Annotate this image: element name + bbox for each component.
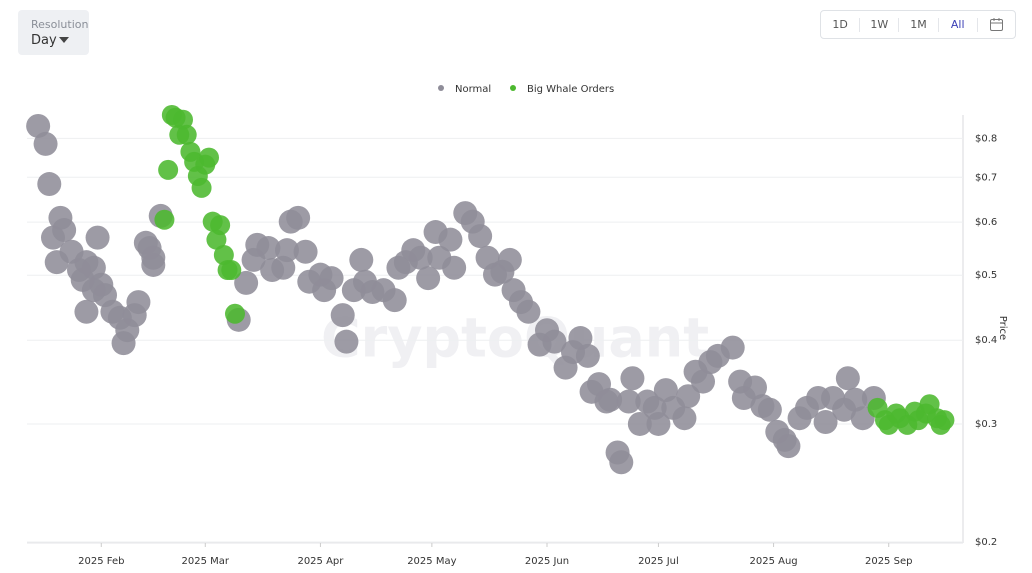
data-point — [52, 218, 77, 243]
data-point — [468, 224, 493, 249]
data-point — [349, 247, 374, 272]
data-point — [620, 366, 645, 391]
data-point — [37, 172, 62, 197]
data-point — [813, 410, 838, 435]
data-point — [286, 205, 311, 230]
x-tick-label: 2025 Aug — [749, 556, 797, 567]
range-button[interactable]: 1D — [821, 17, 861, 32]
data-point — [334, 329, 359, 354]
data-point — [154, 209, 175, 230]
data-point — [616, 389, 641, 414]
data-point — [516, 299, 541, 324]
data-point — [691, 369, 715, 394]
data-point — [234, 270, 259, 295]
y-tick-label: $0.6 — [975, 217, 997, 228]
data-point — [33, 131, 58, 156]
data-point — [319, 266, 344, 291]
data-point — [542, 329, 567, 354]
resolution-select[interactable]: Resolution Day — [18, 10, 89, 55]
data-point — [158, 159, 179, 180]
data-point — [382, 288, 407, 313]
data-point — [672, 406, 697, 431]
calendar-button[interactable] — [978, 18, 1015, 31]
data-point — [206, 229, 227, 250]
data-point — [416, 266, 441, 291]
data-point — [843, 387, 868, 412]
legend-marker — [438, 85, 444, 91]
data-point — [74, 299, 99, 324]
y-tick-label: $0.4 — [975, 335, 997, 346]
data-point — [598, 387, 623, 412]
x-tick-label: 2025 May — [407, 556, 456, 567]
legend-label: Big Whale Orders — [527, 84, 614, 95]
calendar-icon — [989, 18, 1003, 31]
data-point — [126, 290, 151, 315]
data-point — [111, 331, 136, 356]
y-tick-label: $0.5 — [975, 270, 997, 281]
data-point — [676, 384, 701, 409]
data-point — [293, 239, 318, 264]
resolution-value: Day — [31, 33, 57, 48]
data-point — [141, 252, 166, 277]
data-point — [575, 343, 600, 368]
data-point — [199, 147, 219, 168]
data-point — [275, 238, 299, 263]
data-point — [776, 434, 801, 459]
legend-marker — [510, 85, 516, 91]
x-tick-label: 2025 Feb — [78, 556, 124, 567]
x-tick-label: 2025 Jul — [638, 556, 679, 567]
data-point — [256, 236, 281, 261]
data-point — [438, 227, 463, 252]
data-point — [173, 109, 193, 130]
data-point — [720, 335, 745, 360]
range-button[interactable]: All — [939, 17, 978, 32]
dropdown-arrow — [59, 37, 69, 43]
data-point — [743, 375, 767, 400]
range-button[interactable]: 1M — [899, 17, 939, 32]
y-axis-title: Price — [997, 316, 1008, 340]
y-tick-label: $0.2 — [975, 537, 997, 548]
y-tick-label: $0.8 — [975, 133, 997, 144]
data-point — [191, 177, 212, 198]
range-buttons: 1D 1W 1M All — [820, 10, 1016, 39]
data-point — [627, 411, 652, 436]
data-point — [221, 260, 242, 281]
data-point — [225, 303, 245, 324]
legend-label: Normal — [455, 84, 491, 95]
x-tick-label: 2025 Mar — [182, 556, 230, 567]
data-point — [176, 124, 197, 145]
data-point — [85, 225, 110, 250]
data-point — [213, 245, 234, 266]
data-point — [330, 303, 355, 328]
y-tick-label: $0.3 — [975, 419, 997, 430]
legend: Normal Big Whale Orders — [438, 84, 614, 95]
x-tick-label: 2025 Apr — [297, 556, 344, 567]
data-point — [442, 255, 467, 280]
range-button[interactable]: 1W — [860, 17, 900, 32]
y-tick-label: $0.7 — [975, 172, 997, 183]
watermark: CryptoQuant — [321, 307, 709, 370]
data-point — [408, 245, 433, 270]
data-point — [757, 397, 782, 422]
data-point — [26, 113, 51, 138]
x-tick-label: 2025 Sep — [865, 556, 912, 567]
data-point — [646, 411, 671, 436]
data-point — [609, 450, 634, 475]
data-point — [934, 410, 955, 431]
resolution-label: Resolution — [31, 18, 89, 31]
x-tick-label: 2025 Jun — [525, 556, 569, 567]
data-point — [497, 247, 522, 272]
data-point — [835, 366, 860, 391]
